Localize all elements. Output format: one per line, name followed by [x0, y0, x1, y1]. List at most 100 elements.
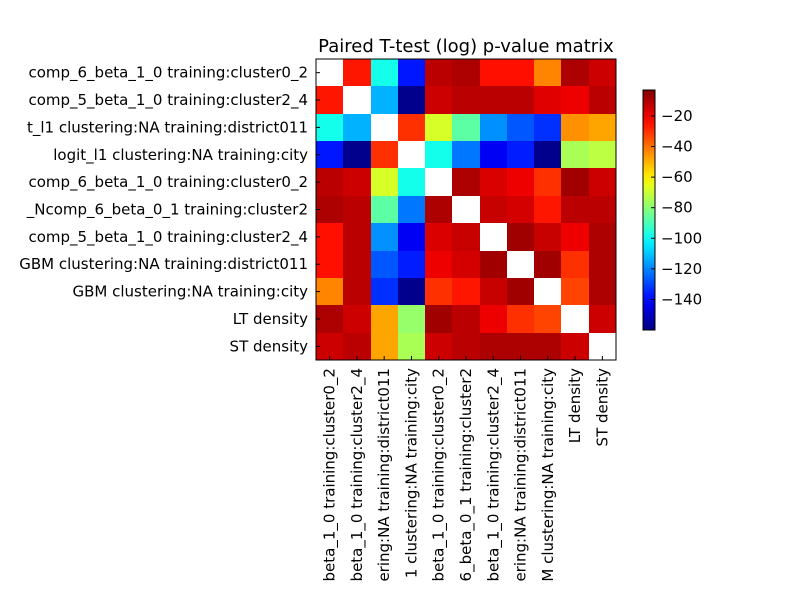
row-tick-label: t_l1 clustering:NA training:district011: [27, 118, 308, 137]
column-tick-label: 6_beta_0_1 training:cluster2: [457, 368, 476, 581]
heatmap-cell-r7-c6: [480, 251, 507, 278]
heatmap-cell-r9-c2: [371, 305, 398, 333]
heatmap-cell-r9-c4: [425, 305, 452, 333]
heatmap-cell-r10-c10: [589, 333, 616, 360]
heatmap-cell-r4-c7: [507, 168, 534, 196]
column-tick-label: 1 clustering:NA training:city: [402, 368, 420, 578]
column-tick-label: beta_1_0 training:cluster0_2: [321, 368, 340, 581]
heatmap-cell-r9-c7: [507, 305, 534, 333]
heatmap-cell-r10-c0: [316, 333, 343, 360]
colorbar-tick-label: −100: [661, 229, 702, 247]
heatmap-cell-r8-c9: [561, 278, 589, 305]
heatmap-cell-r3-c2: [371, 141, 398, 168]
heatmap-cell-r1-c5: [452, 86, 480, 114]
heatmap-cell-r7-c7: [507, 251, 534, 278]
column-tick-labels: beta_1_0 training:cluster0_2 beta_1_0 tra…: [321, 356, 611, 582]
heatmap-cell-r7-c2: [371, 251, 398, 278]
column-tick-label: beta_1_0 training:cluster0_2: [430, 368, 449, 581]
column-tick-label: beta_1_0 training:cluster2_4: [348, 368, 367, 581]
heatmap-cell-r8-c7: [507, 278, 534, 305]
heatmap-cell-r10-c3: [398, 333, 425, 360]
heatmap-cell-r1-c4: [425, 86, 452, 114]
heatmap-cell-r4-c10: [589, 168, 616, 196]
heatmap-cell-r10-c2: [371, 333, 398, 360]
heatmap-cells: [316, 59, 616, 360]
heatmap-cell-r10-c5: [452, 333, 480, 360]
heatmap-cell-r3-c0: [316, 141, 343, 168]
row-tick-label: _Ncomp_6_beta_0_1 training:cluster2: [26, 201, 308, 220]
heatmap-cell-r1-c7: [507, 86, 534, 114]
heatmap-cell-r9-c6: [480, 305, 507, 333]
heatmap-cell-r1-c6: [480, 86, 507, 114]
heatmap-cell-r6-c4: [425, 223, 452, 251]
heatmap-cell-r9-c9: [561, 305, 589, 333]
heatmap-cell-r5-c7: [507, 196, 534, 223]
colorbar-tick-label: −20: [661, 107, 693, 125]
heatmap-cell-r5-c3: [398, 196, 425, 223]
heatmap-cell-r4-c9: [561, 168, 589, 196]
heatmap-cell-r5-c8: [534, 196, 561, 223]
heatmap-cell-r10-c7: [507, 333, 534, 360]
heatmap-cell-r8-c2: [371, 278, 398, 305]
heatmap-cell-r3-c7: [507, 141, 534, 168]
heatmap-cell-r5-c10: [589, 196, 616, 223]
heatmap-cell-r4-c1: [343, 168, 371, 196]
heatmap-cell-r3-c8: [534, 141, 561, 168]
heatmap-cell-r0-c4: [425, 59, 452, 86]
column-tick-label: M clustering:NA training:city: [539, 368, 557, 582]
heatmap-cell-r10-c1: [343, 333, 371, 360]
heatmap-cell-r5-c2: [371, 196, 398, 223]
heatmap-cell-r6-c3: [398, 223, 425, 251]
column-tick-label: ering:NA training:district011: [375, 368, 393, 582]
heatmap-cell-r0-c7: [507, 59, 534, 86]
heatmap-cell-r6-c2: [371, 223, 398, 251]
heatmap-cell-r10-c9: [561, 333, 589, 360]
heatmap-cell-r4-c6: [480, 168, 507, 196]
heatmap-cell-r6-c1: [343, 223, 371, 251]
colorbar: −20 −40 −60 −80 −100 −120 −140: [642, 89, 702, 331]
heatmap-cell-r7-c3: [398, 251, 425, 278]
heatmap-cell-r6-c0: [316, 223, 343, 251]
heatmap-cell-r9-c3: [398, 305, 425, 333]
heatmap-cell-r2-c3: [398, 114, 425, 141]
heatmap-cell-r6-c7: [507, 223, 534, 251]
heatmap-cell-r4-c4: [425, 168, 452, 196]
heatmap-cell-r3-c1: [343, 141, 371, 168]
heatmap-cell-r2-c0: [316, 114, 343, 141]
heatmap-cell-r2-c8: [534, 114, 561, 141]
heatmap-cell-r5-c1: [343, 196, 371, 223]
heatmap-cell-r7-c8: [534, 251, 561, 278]
heatmap-cell-r9-c1: [343, 305, 371, 333]
heatmap-cell-r0-c5: [452, 59, 480, 86]
row-tick-label: comp_6_beta_1_0 training:cluster0_2: [28, 64, 308, 83]
heatmap-cell-r6-c8: [534, 223, 561, 251]
heatmap-cell-r0-c6: [480, 59, 507, 86]
heatmap-cell-r6-c6: [480, 223, 507, 251]
heatmap-cell-r0-c0: [316, 59, 343, 86]
colorbar-tick-label: −80: [661, 199, 693, 217]
heatmap-cell-r1-c2: [371, 86, 398, 114]
heatmap-cell-r4-c8: [534, 168, 561, 196]
heatmap-cell-r8-c8: [534, 278, 561, 305]
row-tick-label: comp_5_beta_1_0 training:cluster2_4: [28, 228, 308, 247]
heatmap-cell-r0-c3: [398, 59, 425, 86]
heatmap-cell-r0-c2: [371, 59, 398, 86]
row-tick-label: comp_6_beta_1_0 training:cluster0_2: [28, 173, 308, 192]
heatmap-cell-r5-c5: [452, 196, 480, 223]
row-tick-label: comp_5_beta_1_0 training:cluster2_4: [28, 91, 308, 110]
row-tick-label: LT density: [233, 310, 308, 328]
heatmap-cell-r1-c9: [561, 86, 589, 114]
heatmap-cell-r7-c5: [452, 251, 480, 278]
heatmap-cell-r2-c5: [452, 114, 480, 141]
heatmap-cell-r0-c9: [561, 59, 589, 86]
chart-title: Paired T-test (log) p-value matrix: [318, 36, 614, 57]
heatmap-cell-r8-c6: [480, 278, 507, 305]
heatmap-cell-r1-c0: [316, 86, 343, 114]
colorbar-gradient: [642, 89, 656, 331]
heatmap-cell-r5-c9: [561, 196, 589, 223]
heatmap-cell-r8-c3: [398, 278, 425, 305]
heatmap-cell-r1-c3: [398, 86, 425, 114]
heatmap-cell-r9-c10: [589, 305, 616, 333]
column-tick-label: ering:NA training:district011: [512, 368, 530, 582]
